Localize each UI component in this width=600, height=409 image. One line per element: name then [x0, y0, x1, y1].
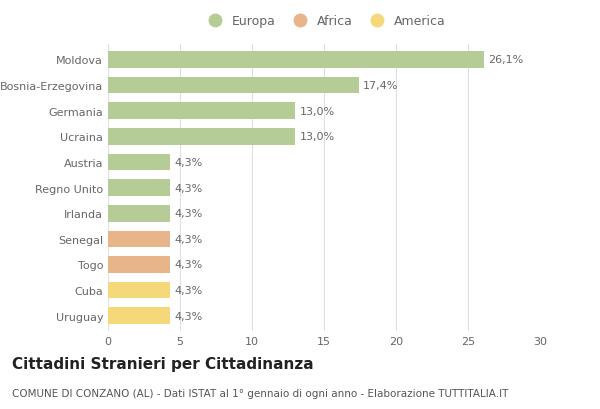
- Text: 4,3%: 4,3%: [174, 209, 202, 219]
- Bar: [108, 205, 170, 222]
- Bar: [108, 129, 295, 145]
- Text: Cittadini Stranieri per Cittadinanza: Cittadini Stranieri per Cittadinanza: [12, 356, 314, 371]
- Legend: Europa, Africa, America: Europa, Africa, America: [197, 10, 451, 33]
- Text: 4,3%: 4,3%: [174, 157, 202, 168]
- Text: 4,3%: 4,3%: [174, 260, 202, 270]
- Bar: [108, 180, 170, 196]
- Bar: [108, 308, 170, 324]
- Bar: [108, 52, 484, 69]
- Text: 13,0%: 13,0%: [299, 106, 335, 117]
- Text: 4,3%: 4,3%: [174, 285, 202, 295]
- Bar: [108, 282, 170, 299]
- Text: 4,3%: 4,3%: [174, 311, 202, 321]
- Text: 4,3%: 4,3%: [174, 183, 202, 193]
- Bar: [108, 256, 170, 273]
- Bar: [108, 231, 170, 247]
- Bar: [108, 103, 295, 120]
- Bar: [108, 78, 359, 94]
- Text: 26,1%: 26,1%: [488, 55, 523, 65]
- Bar: [108, 154, 170, 171]
- Text: 4,3%: 4,3%: [174, 234, 202, 244]
- Text: 17,4%: 17,4%: [363, 81, 398, 91]
- Text: COMUNE DI CONZANO (AL) - Dati ISTAT al 1° gennaio di ogni anno - Elaborazione TU: COMUNE DI CONZANO (AL) - Dati ISTAT al 1…: [12, 389, 508, 398]
- Text: 13,0%: 13,0%: [299, 132, 335, 142]
